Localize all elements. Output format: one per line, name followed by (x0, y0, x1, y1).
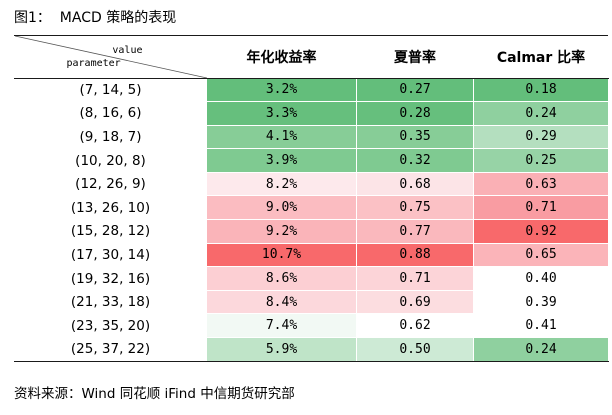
sharpe-cell: 0.75 (356, 195, 474, 221)
table-row: (21, 33, 18) 8.4% 0.69 0.39 (14, 289, 609, 315)
sharpe-cell: 0.35 (356, 124, 474, 150)
calmar-cell: 0.40 (473, 266, 609, 291)
table-row: (17, 30, 14) 10.7% 0.88 0.65 (14, 242, 609, 268)
table-header-row: value parameter 年化收益率 夏普率 Calmar 比率 (14, 36, 609, 79)
annual-return-cell: 8.4% (206, 289, 357, 315)
column-header-annual-return: 年化收益率 (206, 36, 357, 79)
diagonal-divider-line (14, 36, 207, 78)
sharpe-cell: 0.77 (356, 219, 474, 244)
calmar-cell: 0.24 (473, 101, 609, 126)
parameter-cell: (9, 18, 7) (14, 124, 207, 150)
table-row: (12, 26, 9) 8.2% 0.68 0.63 (14, 171, 609, 197)
parameter-cell: (13, 26, 10) (14, 195, 207, 221)
table-body: (7, 14, 5) 3.2% 0.27 0.18 (8, 16, 6) 3.3% 0.28… (14, 77, 609, 362)
calmar-cell: 0.24 (473, 337, 609, 362)
annual-return-cell: 5.9% (206, 337, 357, 362)
parameter-cell: (10, 20, 8) (14, 148, 207, 173)
annual-return-cell: 4.1% (206, 124, 357, 150)
corner-header: value parameter (14, 36, 207, 79)
sharpe-cell: 0.69 (356, 289, 474, 315)
annual-return-cell: 8.6% (206, 266, 357, 291)
corner-value-label: value (112, 45, 143, 56)
table-row: (10, 20, 8) 3.9% 0.32 0.25 (14, 148, 609, 173)
column-header-calmar: Calmar 比率 (473, 36, 609, 79)
calmar-cell: 0.25 (473, 148, 609, 173)
macd-performance-table: value parameter 年化收益率 夏普率 Calmar 比率 (7, … (14, 36, 609, 362)
sharpe-cell: 0.68 (356, 171, 474, 197)
column-header-sharpe: 夏普率 (356, 36, 474, 79)
table-row: (19, 32, 16) 8.6% 0.71 0.40 (14, 266, 609, 291)
sharpe-cell: 0.71 (356, 266, 474, 291)
parameter-cell: (17, 30, 14) (14, 242, 207, 268)
calmar-cell: 0.18 (473, 77, 609, 103)
parameter-cell: (25, 37, 22) (14, 337, 207, 362)
parameter-cell: (7, 14, 5) (14, 77, 207, 103)
sharpe-cell: 0.88 (356, 242, 474, 268)
annual-return-cell: 9.2% (206, 219, 357, 244)
sharpe-cell: 0.28 (356, 101, 474, 126)
table-row: (15, 28, 12) 9.2% 0.77 0.92 (14, 219, 609, 244)
parameter-cell: (12, 26, 9) (14, 171, 207, 197)
sharpe-cell: 0.27 (356, 77, 474, 103)
calmar-cell: 0.71 (473, 195, 609, 221)
calmar-cell: 0.39 (473, 289, 609, 315)
annual-return-cell: 7.4% (206, 313, 357, 339)
annual-return-cell: 8.2% (206, 171, 357, 197)
annual-return-cell: 3.3% (206, 101, 357, 126)
table-row: (7, 14, 5) 3.2% 0.27 0.18 (14, 77, 609, 103)
annual-return-cell: 9.0% (206, 195, 357, 221)
calmar-cell: 0.92 (473, 219, 609, 244)
table-row: (9, 18, 7) 4.1% 0.35 0.29 (14, 124, 609, 150)
annual-return-cell: 10.7% (206, 242, 357, 268)
annual-return-cell: 3.9% (206, 148, 357, 173)
corner-parameter-label: parameter (66, 58, 121, 69)
calmar-cell: 0.63 (473, 171, 609, 197)
table-row: (13, 26, 10) 9.0% 0.75 0.71 (14, 195, 609, 221)
annual-return-cell: 3.2% (206, 77, 357, 103)
calmar-cell: 0.29 (473, 124, 609, 150)
sharpe-cell: 0.62 (356, 313, 474, 339)
sharpe-cell: 0.32 (356, 148, 474, 173)
macd-table-wrapper: value parameter 年化收益率 夏普率 Calmar 比率 (7, … (14, 35, 609, 362)
table-row: (23, 35, 20) 7.4% 0.62 0.41 (14, 313, 609, 339)
calmar-cell: 0.65 (473, 242, 609, 268)
source-note: 资料来源：Wind 同花顺 iFind 中信期货研究部 (14, 386, 295, 402)
sharpe-cell: 0.50 (356, 337, 474, 362)
table-row: (25, 37, 22) 5.9% 0.50 0.24 (14, 337, 609, 362)
calmar-cell: 0.41 (473, 313, 609, 339)
parameter-cell: (15, 28, 12) (14, 219, 207, 244)
parameter-cell: (23, 35, 20) (14, 313, 207, 339)
parameter-cell: (8, 16, 6) (14, 101, 207, 126)
parameter-cell: (21, 33, 18) (14, 289, 207, 315)
parameter-cell: (19, 32, 16) (14, 266, 207, 291)
table-row: (8, 16, 6) 3.3% 0.28 0.24 (14, 101, 609, 126)
figure-title: 图1： MACD 策略的表现 (14, 10, 177, 26)
